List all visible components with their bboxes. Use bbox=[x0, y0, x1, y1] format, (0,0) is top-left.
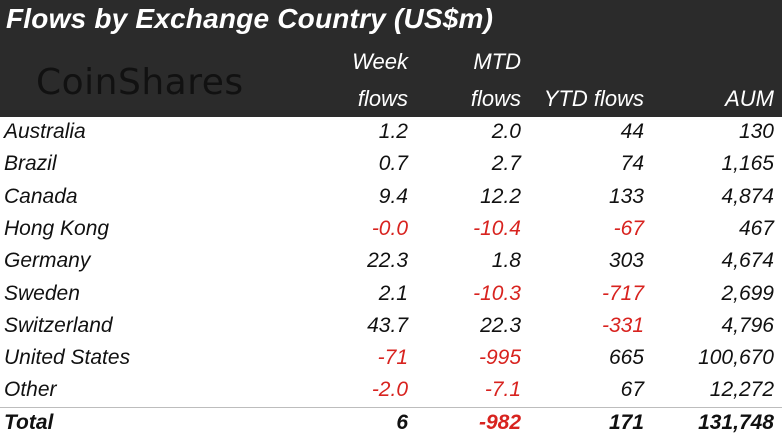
table-row: Germany 22.3 1.8 303 4,674 bbox=[0, 246, 782, 278]
col-aum: AUM bbox=[725, 86, 774, 111]
country-name: Canada bbox=[4, 184, 78, 208]
total-label: Total bbox=[4, 411, 54, 434]
aum-value: 4,796 bbox=[721, 313, 774, 337]
table-row: Other -2.0 -7.1 67 12,272 bbox=[0, 375, 782, 407]
country-name: Brazil bbox=[4, 152, 57, 176]
week-flows: 0.7 bbox=[378, 152, 408, 176]
country-name: Sweden bbox=[4, 281, 80, 305]
week-flows: -0.0 bbox=[371, 216, 408, 240]
coinshares-logo: CoinShares bbox=[36, 62, 244, 103]
total-ytd: 171 bbox=[608, 411, 644, 434]
country-name: Hong Kong bbox=[4, 216, 110, 240]
ytd-flows: -717 bbox=[601, 281, 644, 305]
total-divider bbox=[0, 407, 782, 408]
country-name: Other bbox=[4, 378, 57, 402]
ytd-flows: 44 bbox=[620, 120, 644, 143]
col-ytd: YTD flows bbox=[543, 86, 644, 111]
table-row: Canada 9.4 12.2 133 4,874 bbox=[0, 182, 782, 214]
mtd-flows: -995 bbox=[478, 346, 521, 370]
ytd-flows: 133 bbox=[608, 184, 644, 208]
week-flows: 2.1 bbox=[378, 281, 408, 305]
aum-value: 467 bbox=[738, 216, 774, 240]
ytd-flows: -67 bbox=[613, 216, 644, 240]
mtd-flows: 22.3 bbox=[480, 313, 521, 337]
ytd-flows: -331 bbox=[601, 313, 644, 337]
mtd-flows: 2.0 bbox=[491, 120, 521, 143]
ytd-flows: 665 bbox=[608, 346, 644, 370]
aum-value: 100,670 bbox=[698, 346, 774, 370]
col-week-line1: Week bbox=[352, 49, 408, 74]
table-row: United States -71 -995 665 100,670 bbox=[0, 343, 782, 375]
aum-value: 2,699 bbox=[721, 281, 774, 305]
table-row: Brazil 0.7 2.7 74 1,165 bbox=[0, 149, 782, 181]
week-flows: 9.4 bbox=[378, 184, 408, 208]
week-flows: 22.3 bbox=[367, 249, 408, 273]
aum-value: 4,674 bbox=[721, 249, 774, 273]
table-row: Sweden 2.1 -10.3 -717 2,699 bbox=[0, 279, 782, 311]
aum-value: 12,272 bbox=[709, 378, 774, 402]
week-flows: -71 bbox=[377, 346, 408, 370]
ytd-flows: 303 bbox=[608, 249, 644, 273]
table-row: Switzerland 43.7 22.3 -331 4,796 bbox=[0, 311, 782, 343]
aum-value: 130 bbox=[738, 120, 774, 143]
mtd-flows: 12.2 bbox=[480, 184, 521, 208]
ytd-flows: 67 bbox=[620, 378, 644, 402]
table-header: Flows by Exchange Country (US$m) CoinSha… bbox=[0, 0, 782, 117]
aum-value: 4,874 bbox=[721, 184, 774, 208]
mtd-flows: -10.3 bbox=[473, 281, 521, 305]
total-week: 6 bbox=[396, 411, 408, 434]
week-flows: 43.7 bbox=[367, 313, 408, 337]
col-week-line2: flows bbox=[357, 86, 408, 111]
mtd-flows: 2.7 bbox=[491, 152, 521, 176]
total-aum: 131,748 bbox=[698, 411, 774, 434]
ytd-flows: 74 bbox=[620, 152, 644, 176]
country-name: Australia bbox=[4, 120, 86, 143]
col-mtd-line1: MTD bbox=[473, 49, 521, 74]
week-flows: 1.2 bbox=[378, 120, 408, 143]
country-name: Switzerland bbox=[4, 313, 113, 337]
country-name: United States bbox=[4, 346, 131, 370]
table-title: Flows by Exchange Country (US$m) bbox=[6, 3, 494, 34]
aum-value: 1,165 bbox=[721, 152, 774, 176]
week-flows: -2.0 bbox=[371, 378, 408, 402]
total-row: Total 6 -982 171 131,748 bbox=[0, 408, 782, 440]
mtd-flows: 1.8 bbox=[491, 249, 521, 273]
total-mtd: -982 bbox=[478, 411, 521, 434]
table-row: Hong Kong -0.0 -10.4 -67 467 bbox=[0, 214, 782, 246]
col-mtd-line2: flows bbox=[470, 86, 521, 111]
mtd-flows: -7.1 bbox=[484, 378, 521, 402]
country-name: Germany bbox=[4, 249, 91, 273]
table-row: Australia 1.2 2.0 44 130 bbox=[0, 117, 782, 149]
mtd-flows: -10.4 bbox=[473, 216, 521, 240]
